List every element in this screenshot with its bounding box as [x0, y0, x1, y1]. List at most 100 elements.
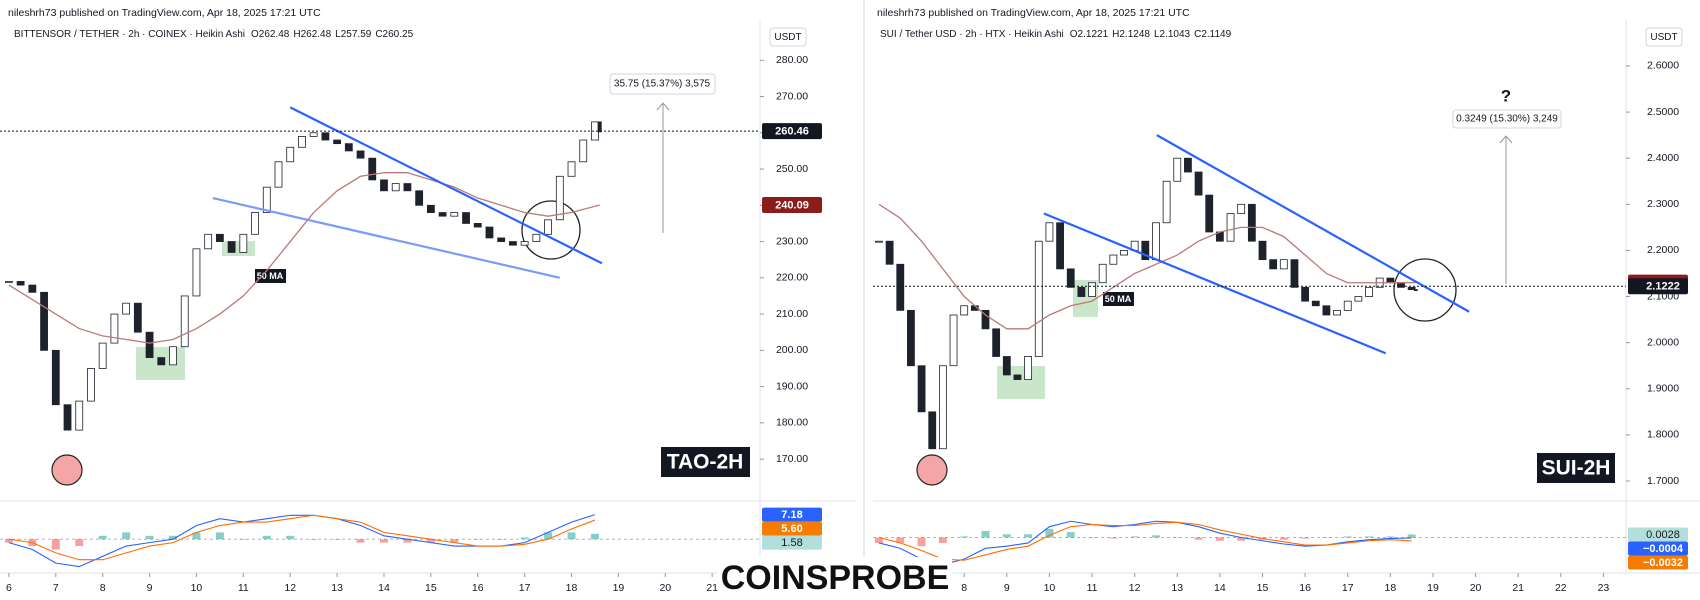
- x-tick-label: 14: [378, 582, 390, 594]
- measure-box: [609, 73, 716, 95]
- macd-histogram: [75, 539, 84, 547]
- macd-histogram: [4, 539, 13, 543]
- trendline: [289, 106, 603, 265]
- ohlc-close: C2.1149: [1194, 29, 1232, 40]
- ohlc-open: O262.48: [251, 29, 290, 40]
- price-tag: 240.09: [775, 199, 809, 211]
- candle: [1184, 157, 1192, 173]
- price-tag-box: [762, 196, 822, 213]
- candle: [462, 212, 470, 224]
- macd-histogram: [1151, 535, 1160, 538]
- macd-histogram: [426, 539, 435, 543]
- macd-tag: 5.60: [781, 523, 802, 535]
- macd-tag-box: [762, 521, 822, 536]
- legend: SUI / Tether USD · 2h · HTX · Heikin Ash…: [880, 29, 1232, 40]
- macd-tag-box: [762, 507, 822, 522]
- candle: [567, 161, 576, 177]
- highlight-box: [222, 241, 255, 256]
- x-tick-label: 15: [425, 582, 437, 594]
- x-tick-label: 7: [53, 582, 59, 594]
- x-tick-label: 12: [1129, 582, 1141, 594]
- x-tick-label: 17: [519, 582, 531, 594]
- candle: [1386, 277, 1395, 284]
- macd-histogram: [1045, 528, 1054, 538]
- ma-tag-box: [1103, 292, 1134, 306]
- candle: [110, 313, 119, 344]
- candle: [928, 411, 937, 450]
- candle: [239, 233, 248, 253]
- candle: [204, 233, 213, 250]
- macd-histogram: [1237, 537, 1246, 541]
- candle: [917, 365, 926, 413]
- macd-signal: [8, 514, 596, 561]
- x-tick-label: 9: [1004, 582, 1010, 594]
- macd-histogram: [1365, 536, 1374, 538]
- macd-histogram: [896, 537, 905, 543]
- candle: [1269, 259, 1278, 270]
- pair-label: TAO-2H: [667, 451, 744, 474]
- candle: [333, 139, 342, 145]
- macd-tag-box: [1628, 541, 1688, 556]
- candle: [262, 186, 271, 213]
- x-tick-label: 17: [1342, 582, 1354, 594]
- x-tick-label: 15: [1257, 582, 1269, 594]
- x-tick-label: 12: [284, 582, 296, 594]
- candle: [298, 136, 306, 148]
- candle: [321, 132, 330, 141]
- macd-histogram: [333, 539, 342, 540]
- y-tick-label: 2.0000: [1647, 336, 1679, 348]
- candle: [875, 240, 883, 243]
- macd-histogram: [1024, 534, 1033, 538]
- currency-box: [769, 27, 807, 47]
- candle: [75, 400, 84, 431]
- macd-histogram: [590, 533, 599, 540]
- macd-histogram: [122, 532, 131, 540]
- x-tick-label: 11: [238, 582, 249, 594]
- moving-average: [878, 203, 1416, 330]
- macd-histogram: [1215, 537, 1224, 541]
- candle: [1024, 356, 1033, 380]
- macd-histogram: [1109, 537, 1118, 539]
- candle: [1077, 286, 1086, 297]
- macd-histogram: [938, 537, 947, 543]
- ohlc-close: C260.25: [375, 29, 413, 40]
- plot: [873, 134, 1626, 566]
- watermark-box: [718, 557, 952, 600]
- macd-histogram: [215, 532, 224, 540]
- candle: [1354, 296, 1363, 302]
- ohlc-high: H262.48: [293, 29, 331, 40]
- candle: [5, 281, 13, 283]
- candle: [63, 404, 72, 431]
- measure-label: 35.75 (15.37%) 3,575: [614, 79, 711, 90]
- pair-label-box: [1537, 453, 1615, 483]
- candle: [98, 342, 107, 369]
- pair-label: SUI-2H: [1542, 457, 1611, 480]
- x-tick-label: 19: [1427, 582, 1439, 594]
- candle: [473, 223, 482, 228]
- legend: BITTENSOR / TETHER · 2h · COINEX · Heiki…: [14, 29, 414, 40]
- candle: [907, 309, 915, 367]
- y-tick-label: 180.00: [776, 417, 808, 429]
- candle: [180, 295, 189, 348]
- candle: [1247, 203, 1256, 242]
- ohlc-low: L257.59: [335, 29, 372, 40]
- trendline: [1156, 134, 1470, 313]
- candle: [1343, 300, 1352, 311]
- candle: [391, 183, 400, 192]
- candle: [1045, 222, 1054, 242]
- candle: [1109, 254, 1118, 265]
- macd-histogram: [309, 539, 318, 540]
- x-tick-label: 18: [566, 582, 578, 594]
- candle: [356, 150, 365, 159]
- candle: [1141, 240, 1150, 261]
- currency: USDT: [1650, 32, 1677, 43]
- candle: [579, 139, 588, 163]
- question-mark: ?: [1501, 86, 1511, 105]
- macd-tag-box: [762, 535, 822, 550]
- x-tick-label: 10: [191, 582, 203, 594]
- candle: [896, 263, 905, 311]
- candle: [450, 212, 459, 217]
- low-marker: [51, 454, 83, 486]
- macd-histogram: [192, 532, 201, 540]
- candle: [251, 212, 259, 235]
